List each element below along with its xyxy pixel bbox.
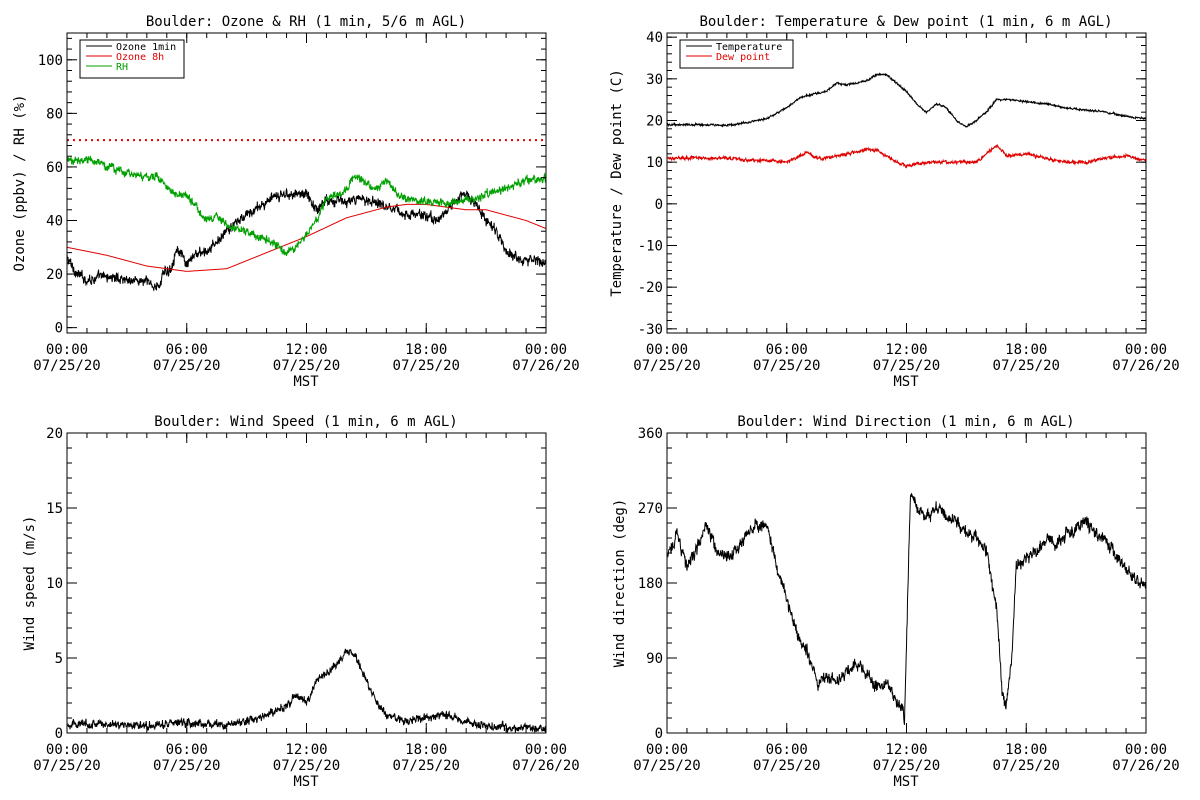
y-tick-label: 0	[655, 197, 663, 213]
y-tick-label: 20	[46, 267, 63, 283]
legend-box	[679, 39, 794, 69]
y-axis-label: Wind speed (m/s)	[22, 516, 38, 651]
x-tick-time: 12:00	[285, 742, 327, 758]
x-tick-date: 07/25/20	[153, 758, 220, 774]
y-tick-label: 90	[646, 651, 663, 667]
y-tick-label: 40	[46, 214, 63, 230]
panel-wind-direction: Boulder: Wind Direction (1 min, 6 m AGL)…	[612, 414, 1180, 790]
chart-title: Boulder: Wind Direction (1 min, 6 m AGL)	[737, 414, 1074, 430]
x-tick-time: 00:00	[525, 742, 567, 758]
x-tick-time: 00:00	[1125, 342, 1167, 358]
x-tick-time: 00:00	[646, 342, 688, 358]
x-axis-label: MST	[893, 374, 919, 390]
plot-frame	[666, 432, 1147, 734]
x-tick-date: 07/26/20	[1112, 758, 1179, 774]
x-tick-time: 00:00	[46, 742, 88, 758]
y-tick-label: 5	[55, 651, 63, 667]
x-tick-time: 06:00	[766, 342, 808, 358]
y-tick-label: 20	[46, 426, 63, 442]
x-tick-date: 07/25/20	[393, 758, 460, 774]
panel-wind-speed: Boulder: Wind Speed (1 min, 6 m AGL) MST…	[22, 414, 580, 790]
x-tick-time: 18:00	[1005, 342, 1047, 358]
x-tick-date: 07/25/20	[273, 758, 340, 774]
y-axis-label: Temperature / Dew point (C)	[609, 69, 625, 297]
y-tick-label: 10	[46, 576, 63, 592]
x-tick-date: 07/25/20	[153, 358, 220, 374]
x-tick-date: 07/25/20	[33, 758, 100, 774]
x-tick-date: 07/25/20	[993, 758, 1060, 774]
plot-frame	[666, 32, 1147, 334]
x-tick-time: 00:00	[525, 342, 567, 358]
x-tick-time: 12:00	[885, 742, 927, 758]
x-tick-time: 00:00	[1125, 742, 1167, 758]
series-line-0	[667, 493, 1146, 725]
y-axis-label: Wind direction (deg)	[612, 499, 628, 668]
y-tick-label: 0	[655, 726, 663, 742]
x-tick-time: 12:00	[285, 342, 327, 358]
y-tick-label: 270	[638, 501, 663, 517]
series-line-0	[67, 187, 546, 292]
x-tick-date: 07/26/20	[512, 358, 579, 374]
x-tick-time: 18:00	[405, 342, 447, 358]
x-tick-date: 07/25/20	[633, 358, 700, 374]
y-tick-label: 0	[55, 321, 63, 337]
panel-temperature-dewpoint: Boulder: Temperature & Dew point (1 min,…	[609, 14, 1180, 390]
x-tick-date: 07/25/20	[393, 358, 460, 374]
x-tick-date: 07/26/20	[1112, 358, 1179, 374]
x-tick-date: 07/25/20	[633, 758, 700, 774]
y-tick-label: 80	[46, 106, 63, 122]
y-tick-label: 15	[46, 501, 63, 517]
y-axis-label: Ozone (ppbv) / RH (%)	[12, 94, 28, 271]
x-tick-date: 07/26/20	[512, 758, 579, 774]
series-line-2	[67, 155, 546, 257]
x-tick-date: 07/25/20	[753, 758, 820, 774]
y-tick-label: 0	[55, 726, 63, 742]
x-tick-time: 06:00	[166, 342, 208, 358]
x-axis-label: MST	[293, 774, 319, 790]
y-tick-label: 100	[38, 53, 63, 69]
y-tick-label: 180	[638, 576, 663, 592]
x-tick-date: 07/25/20	[753, 358, 820, 374]
x-tick-time: 00:00	[646, 742, 688, 758]
x-axis-label: MST	[893, 774, 919, 790]
series-line-1	[67, 203, 546, 272]
x-tick-time: 06:00	[766, 742, 808, 758]
x-tick-time: 18:00	[1005, 742, 1047, 758]
x-tick-time: 18:00	[405, 742, 447, 758]
y-tick-label: -20	[638, 280, 663, 296]
legend-label: Dew point	[716, 52, 770, 63]
x-tick-date: 07/25/20	[873, 358, 940, 374]
y-tick-label: -10	[638, 239, 663, 255]
series-line-1	[667, 143, 1146, 169]
series-line-0	[67, 648, 546, 733]
legend-label: RH	[116, 62, 128, 73]
x-axis-label: MST	[293, 374, 319, 390]
panel-ozone-rh: Boulder: Ozone & RH (1 min, 5/6 m AGL) M…	[12, 14, 580, 390]
x-tick-date: 07/25/20	[993, 358, 1060, 374]
legend-label: Ozone 8h	[116, 52, 164, 63]
y-tick-label: 40	[646, 30, 663, 46]
series-line-0	[667, 72, 1146, 128]
chart-title: Boulder: Ozone & RH (1 min, 5/6 m AGL)	[146, 14, 466, 30]
y-tick-label: 30	[646, 72, 663, 88]
x-tick-time: 06:00	[166, 742, 208, 758]
y-tick-label: 360	[638, 426, 663, 442]
y-tick-label: -30	[638, 322, 663, 338]
y-tick-label: 60	[46, 160, 63, 176]
x-tick-date: 07/25/20	[873, 758, 940, 774]
plot-frame	[66, 432, 547, 734]
x-tick-time: 00:00	[46, 342, 88, 358]
x-tick-time: 12:00	[885, 342, 927, 358]
chart-title: Boulder: Wind Speed (1 min, 6 m AGL)	[154, 414, 457, 430]
y-tick-label: 10	[646, 155, 663, 171]
chart-title: Boulder: Temperature & Dew point (1 min,…	[699, 14, 1112, 30]
x-tick-date: 07/25/20	[273, 358, 340, 374]
legend-label: Temperature	[716, 42, 782, 53]
y-tick-label: 20	[646, 114, 663, 130]
x-tick-date: 07/25/20	[33, 358, 100, 374]
legend-label: Ozone 1min	[116, 42, 176, 53]
